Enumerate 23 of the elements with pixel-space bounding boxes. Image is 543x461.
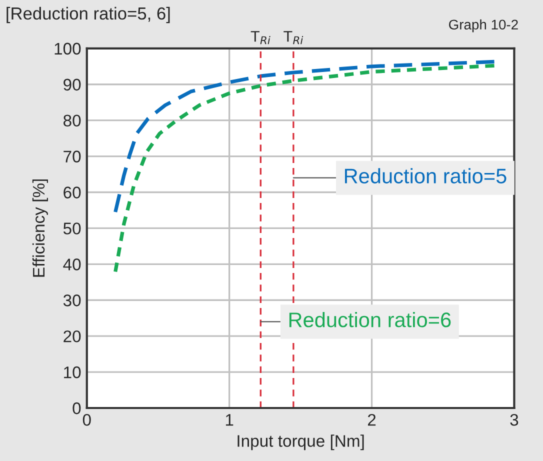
chart-title: [Reduction ratio=5, 6] (6, 6, 170, 24)
y-tick-label: 80 (64, 114, 81, 127)
y-tick-label: 70 (64, 150, 81, 162)
y-tick-label: 40 (63, 258, 81, 270)
y-tick-label: 20 (64, 330, 81, 342)
x-tick-label: 3 (510, 414, 518, 426)
y-tick-label: 0 (72, 402, 81, 414)
x-tick-label: 0 (82, 414, 91, 426)
ref-line-label: T$_{Ri}$ (284, 31, 304, 44)
x-tick-label: 2 (368, 414, 376, 426)
ref-line-label: T$_{Ri}$ (250, 31, 270, 44)
x-tick-label: 1 (226, 414, 234, 426)
text: Reduction ratio=6 (289, 312, 451, 328)
y-tick-label: 50 (63, 222, 81, 234)
caption: Graph 10-2 (449, 19, 518, 32)
y-tick-label: 10 (64, 366, 81, 378)
y-tick-label: 60 (64, 186, 81, 198)
text: Reduction ratio=5 (344, 168, 506, 184)
y-axis-title: Efficiency [%] (32, 180, 48, 277)
y-tick-label: 100 (54, 42, 81, 55)
x-axis-title: Input torque [Nm] (238, 434, 364, 450)
y-tick-label: 30 (63, 294, 81, 306)
y-tick-label: 90 (64, 78, 81, 91)
